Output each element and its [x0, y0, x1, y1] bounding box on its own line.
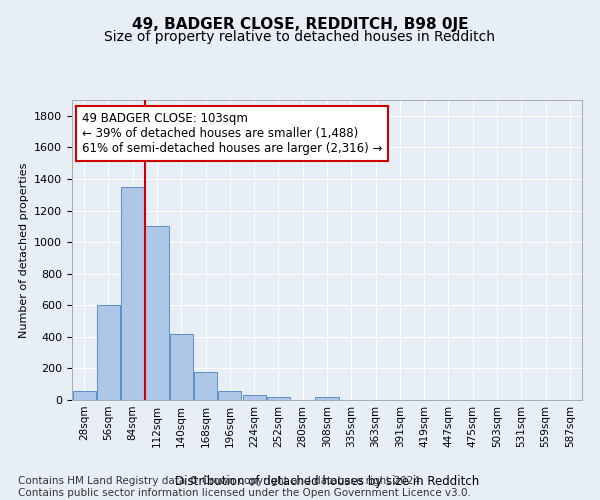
Text: 49 BADGER CLOSE: 103sqm
← 39% of detached houses are smaller (1,488)
61% of semi: 49 BADGER CLOSE: 103sqm ← 39% of detache…	[82, 112, 383, 155]
Y-axis label: Number of detached properties: Number of detached properties	[19, 162, 29, 338]
Bar	[121, 187, 144, 400]
Text: Distribution of detached houses by size in Redditch: Distribution of detached houses by size …	[175, 474, 479, 488]
Bar	[242, 396, 266, 400]
Bar	[170, 334, 193, 400]
Bar	[218, 392, 241, 400]
Text: Contains HM Land Registry data © Crown copyright and database right 2024.
Contai: Contains HM Land Registry data © Crown c…	[18, 476, 471, 498]
Bar	[267, 397, 290, 400]
Bar	[145, 226, 169, 400]
Text: 49, BADGER CLOSE, REDDITCH, B98 0JE: 49, BADGER CLOSE, REDDITCH, B98 0JE	[132, 18, 468, 32]
Bar	[73, 390, 95, 400]
Bar	[194, 372, 217, 400]
Text: Size of property relative to detached houses in Redditch: Size of property relative to detached ho…	[104, 30, 496, 44]
Bar	[97, 306, 120, 400]
Bar	[316, 397, 338, 400]
